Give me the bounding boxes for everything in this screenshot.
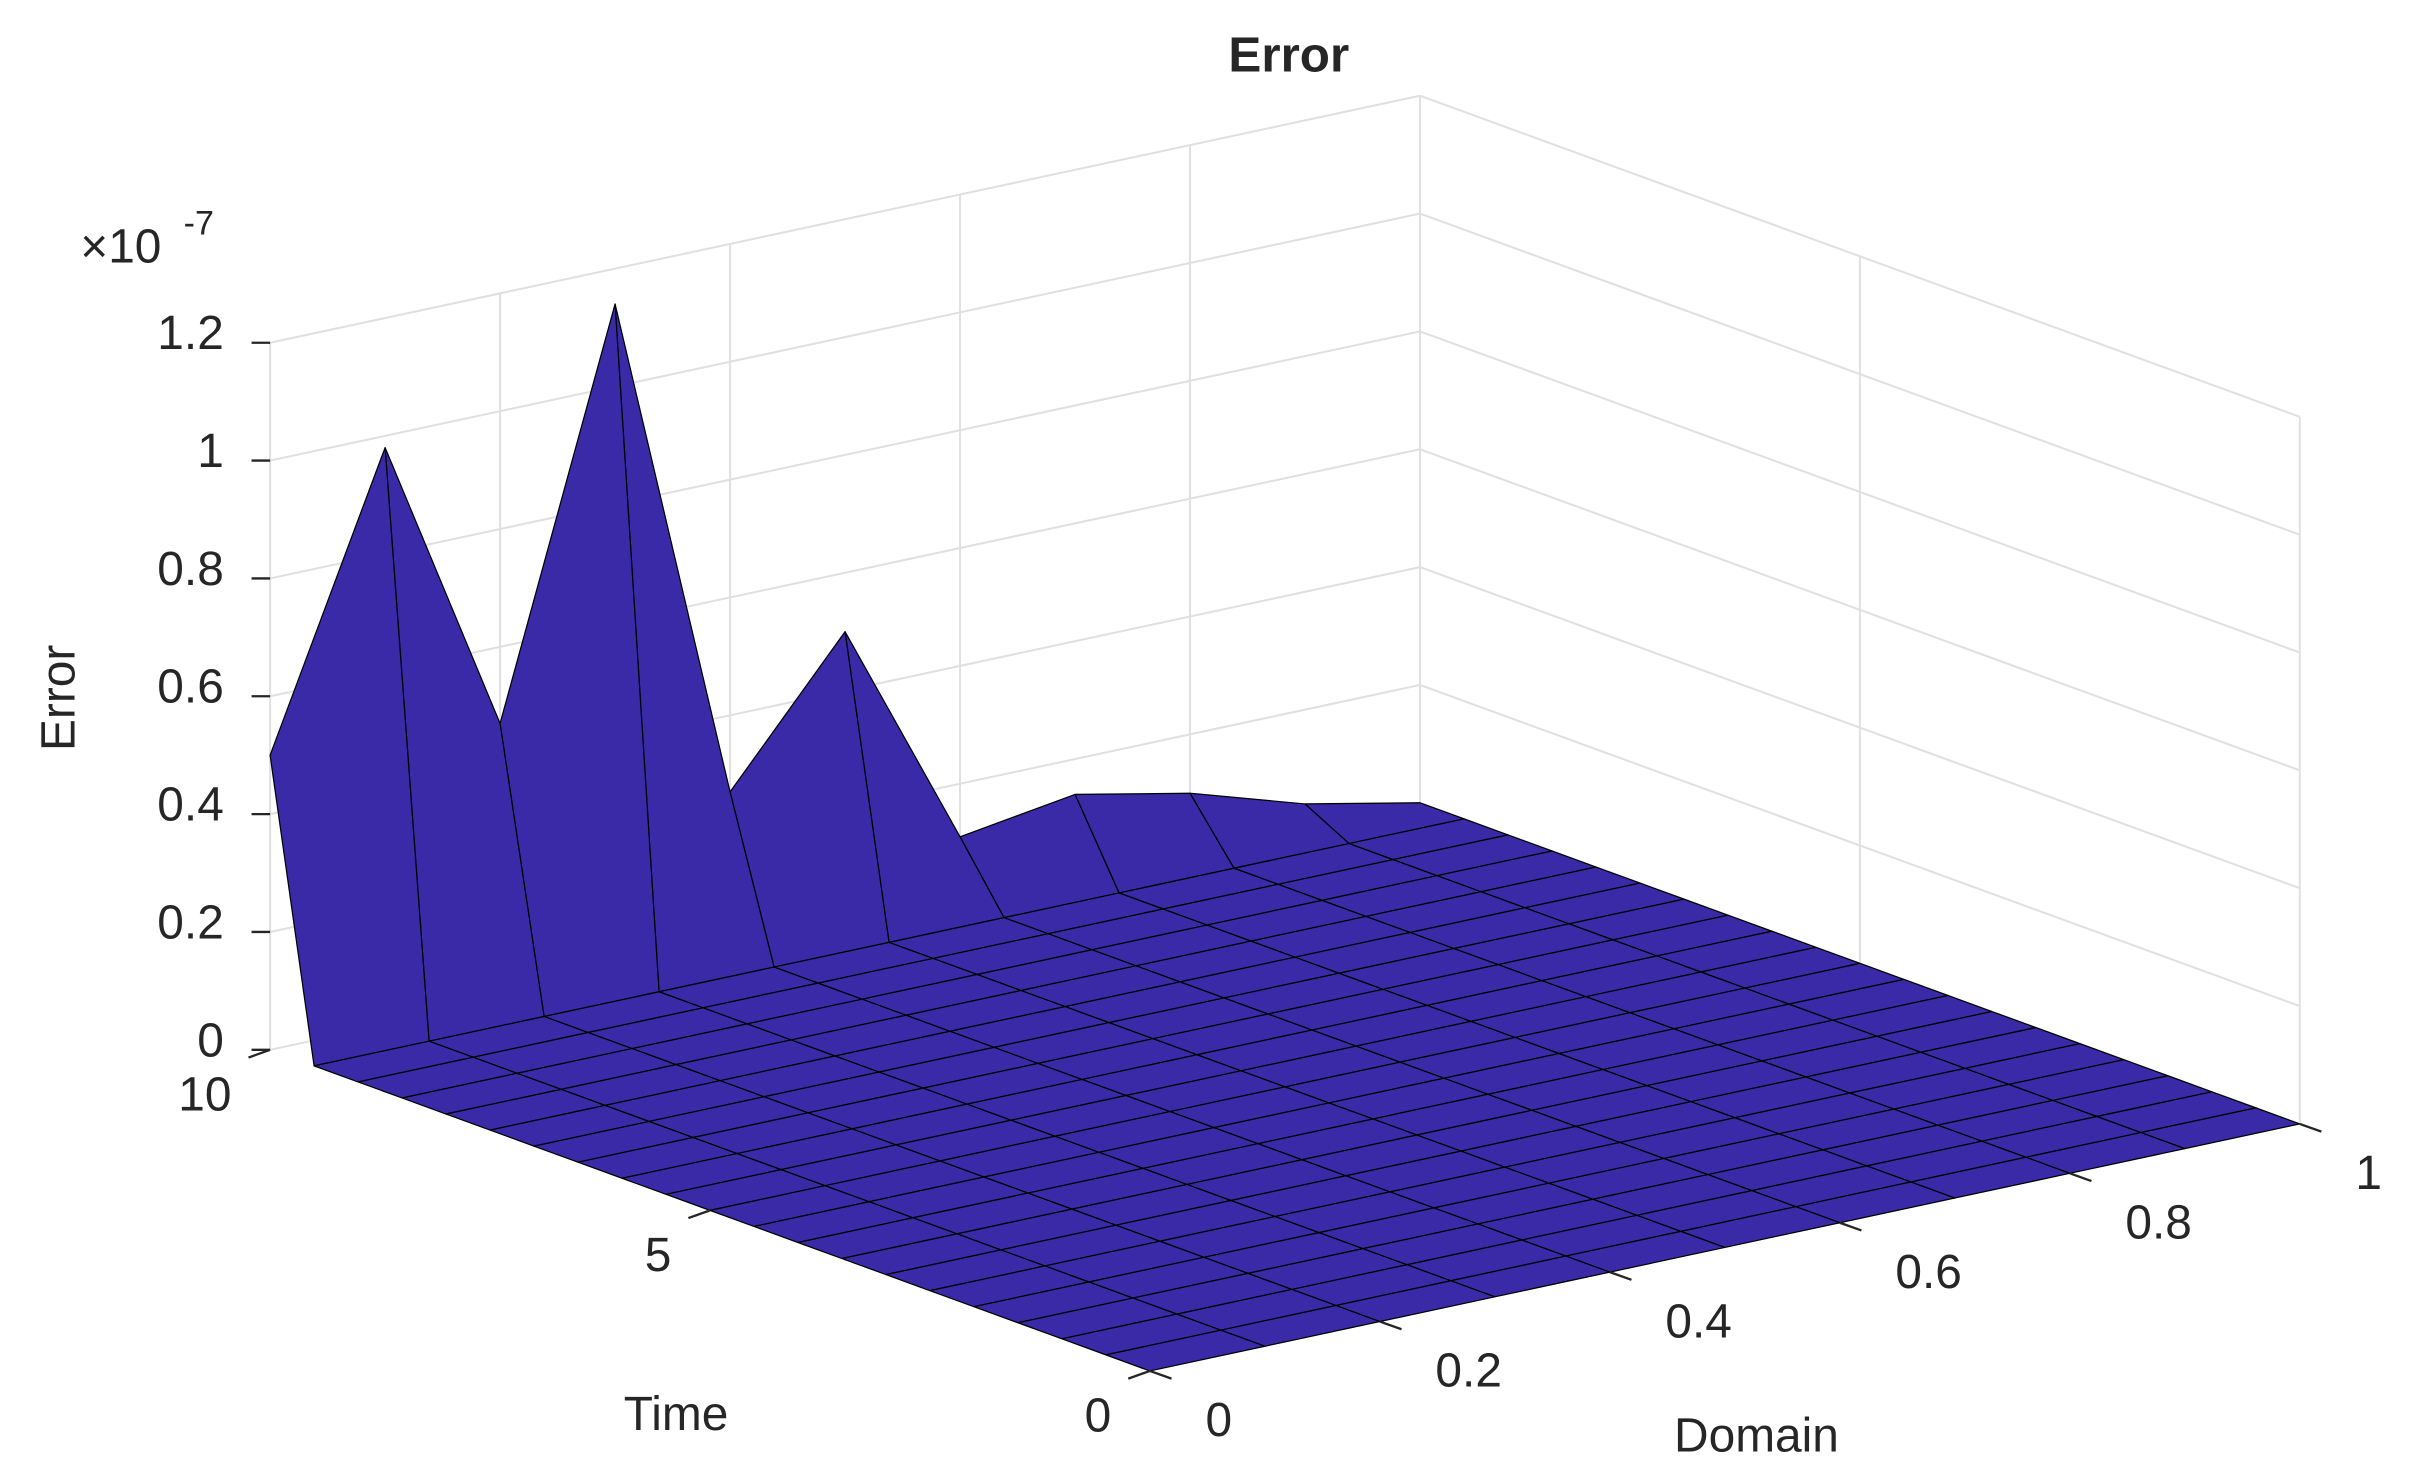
grid-line	[1419, 94, 2301, 418]
grid-line	[269, 94, 1421, 344]
x-tick-label: 0	[1205, 1394, 1232, 1447]
grid-line	[269, 330, 1421, 580]
z-tick-label: 0.2	[157, 896, 224, 949]
y-tick	[688, 1209, 711, 1220]
x-tick-label: 0.2	[1435, 1345, 1502, 1398]
y-tick	[1127, 1369, 1151, 1380]
y-tick-label: 5	[645, 1229, 672, 1282]
y-axis-label: Time	[624, 1388, 729, 1441]
z-tick-label: 1.2	[157, 307, 224, 360]
x-tick-label: 0.4	[1665, 1295, 1732, 1348]
x-tick	[1839, 1221, 1862, 1232]
chart-title: Error	[1228, 28, 1349, 83]
z-tick-label: 0.6	[157, 661, 224, 714]
grid-line	[269, 212, 1421, 462]
z-tick-label: 0.8	[157, 543, 224, 596]
x-tick	[2069, 1172, 2092, 1183]
z-tick-label: 1	[197, 425, 224, 478]
x-tick	[1609, 1271, 1632, 1281]
y-tick-label: 10	[178, 1068, 231, 1121]
x-tick	[2299, 1122, 2322, 1133]
z-axis-label: Error	[32, 645, 85, 751]
x-tick	[1149, 1369, 1172, 1380]
x-tick-label: 1	[2355, 1147, 2382, 1200]
x-tick-label: 0.8	[2125, 1196, 2192, 1249]
surface-patch	[1105, 1329, 1266, 1372]
z-tick-label: 0	[197, 1014, 224, 1067]
z-exponent: -7	[184, 204, 214, 242]
y-tick-label: 0	[1085, 1389, 1112, 1442]
z-multiplier: ×10	[80, 221, 161, 274]
z-tick-label: 0.4	[157, 779, 224, 832]
y-tick	[248, 1048, 271, 1059]
x-tick-label: 0.6	[1895, 1246, 1962, 1299]
x-axis-label: Domain	[1674, 1409, 1839, 1462]
x-tick	[1379, 1320, 1402, 1331]
